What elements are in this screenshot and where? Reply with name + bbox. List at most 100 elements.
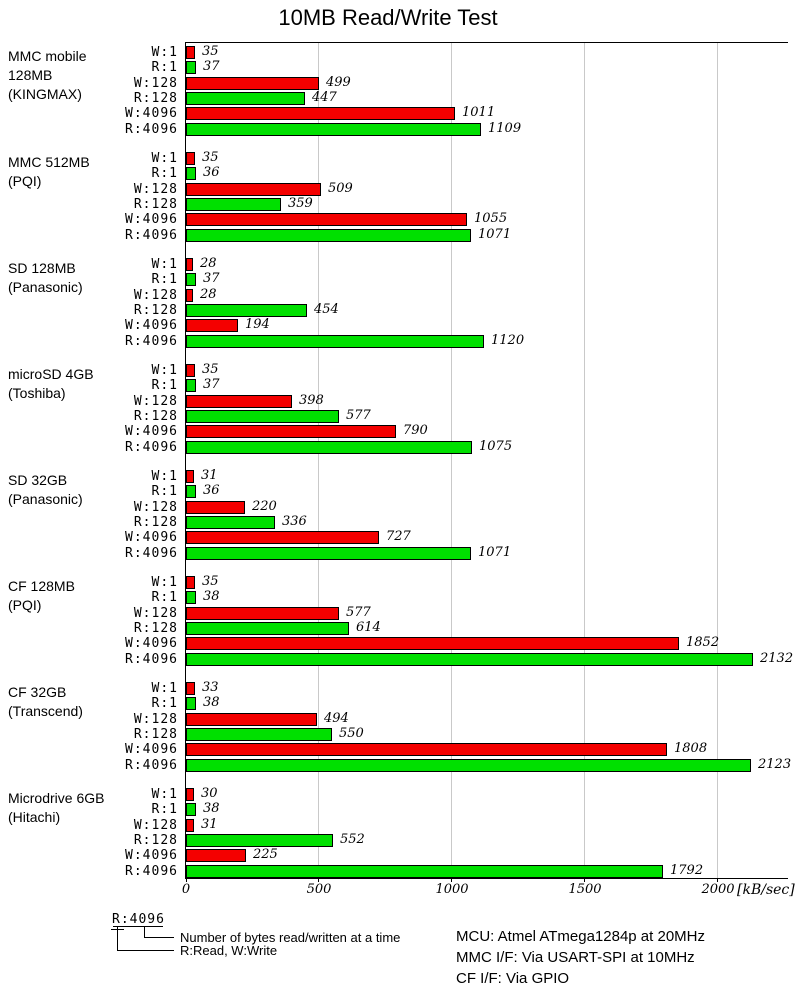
bar-value-label: 727 [386, 529, 411, 545]
read-bar [186, 652, 753, 666]
device-label: CF 128MB (PQI) [8, 577, 158, 615]
bar-value-label: 225 [253, 847, 278, 863]
write-bar [186, 576, 195, 589]
bar-row-label: W:1 [151, 257, 178, 272]
bar-value-label: 37 [203, 377, 220, 393]
read-bar [186, 864, 663, 878]
bar-value-label: 33 [202, 680, 219, 695]
write-bar [186, 788, 194, 801]
read-bar [186, 303, 307, 317]
device-label: MMC mobile 128MB (KINGMAX) [8, 47, 158, 104]
legend-connector-line [144, 937, 174, 938]
gridline [318, 43, 319, 878]
bar-row-label: W:1 [151, 469, 178, 484]
bar-row-label: R:4096 [125, 757, 178, 773]
bar-row-label: R:1 [151, 590, 178, 606]
x-axis-tick-label: 1500 [568, 882, 602, 897]
write-bar [186, 470, 194, 483]
bar-row-label: R:128 [133, 832, 178, 848]
gridline [584, 43, 585, 878]
bar-row-label: W:1 [151, 151, 178, 166]
gridline [451, 43, 452, 878]
device-label: Microdrive 6GB (Hitachi) [8, 789, 158, 827]
footnote-cf-interface: CF I/F: Via GPIO [456, 970, 570, 987]
plot-area: 35 37 499 447 1011 1109 35 36 509 359 1055 1071 28 37… [185, 42, 793, 882]
read-bar [186, 91, 305, 105]
bar-value-label: 1120 [491, 332, 525, 348]
bar-row-label: W:128 [133, 181, 178, 197]
bar-value-label: 577 [346, 407, 371, 423]
bar-row-label: W:128 [133, 499, 178, 515]
bar-value-label: 1071 [478, 226, 512, 242]
bar-value-label: 447 [312, 89, 337, 105]
bar-value-label: 38 [203, 801, 220, 817]
write-bar [186, 531, 379, 545]
write-bar [186, 425, 396, 439]
bar-row-label: R:4096 [125, 121, 178, 137]
x-axis-tick [186, 878, 187, 882]
bar-value-label: 336 [282, 513, 307, 529]
bar-value-label: 2123 [758, 756, 792, 772]
device-label-line: MMC mobile [8, 48, 87, 64]
legend-note-read-write: R:Read, W:Write [180, 943, 278, 958]
bar-row-label: R:1 [151, 272, 178, 288]
bar-value-label: 35 [202, 150, 219, 165]
read-bar [186, 167, 196, 181]
legend-example-label: R:4096 [112, 912, 165, 927]
bar-value-label: 36 [203, 483, 220, 499]
bar-value-label: 790 [403, 423, 428, 439]
read-bar [186, 440, 472, 454]
bar-row-label: W:1 [151, 363, 178, 378]
write-bar [186, 258, 193, 271]
bar-row-label: W:128 [133, 711, 178, 727]
bar-value-label: 454 [314, 301, 339, 317]
bar-row-label: R:128 [133, 408, 178, 424]
x-axis: 0 500 1000 1500 2000 [182, 882, 796, 898]
device-label-line: (Hitachi) [8, 809, 61, 825]
bar-row-label: R:128 [133, 90, 178, 106]
write-bar [186, 46, 195, 59]
write-bar [186, 743, 667, 757]
write-bar [186, 712, 317, 726]
device-label-line: CF 32GB [8, 684, 67, 700]
bar-value-label: 28 [200, 286, 217, 302]
read-bar [186, 727, 332, 741]
write-bar [186, 213, 467, 227]
bar-value-label: 1011 [462, 105, 496, 121]
bar-value-label: 38 [203, 695, 220, 711]
write-bar [186, 319, 238, 333]
bar-row-label: W:4096 [125, 636, 178, 652]
read-bar [186, 61, 196, 75]
write-bar [186, 606, 339, 620]
bar-row-label: R:4096 [125, 227, 178, 243]
bar-value-label: 35 [202, 362, 219, 377]
bar-value-label: 552 [340, 831, 365, 847]
device-label-line: CF 128MB [8, 578, 75, 594]
write-bar [186, 182, 321, 196]
write-bar [186, 364, 195, 377]
device-label-line: (Panasonic) [8, 279, 83, 295]
read-bar [186, 803, 196, 817]
device-label-line: MMC 512MB [8, 154, 90, 170]
x-axis-tick [584, 878, 585, 882]
write-bar [186, 818, 194, 832]
device-label-line: SD 32GB [8, 472, 68, 488]
bar-value-label: 1852 [686, 635, 720, 651]
bar-row-label: W:1 [151, 575, 178, 590]
x-axis-tick-label: 0 [181, 882, 191, 897]
bar-row-label: W:128 [133, 393, 178, 409]
read-bar [186, 379, 196, 393]
bar-value-label: 35 [202, 44, 219, 59]
bar-row-label: R:4096 [125, 333, 178, 349]
legend-connector-line [117, 950, 174, 951]
bar-row-label: W:1 [151, 787, 178, 802]
bar-row-label: W:1 [151, 45, 178, 60]
bar-row-label: W:128 [133, 287, 178, 303]
bar-value-label: 1109 [488, 120, 522, 136]
x-axis-tick-label: 2000 [701, 882, 735, 897]
bar-value-label: 1071 [478, 544, 512, 560]
read-bar [186, 758, 751, 772]
device-label-line: (PQI) [8, 597, 42, 613]
write-bar [186, 76, 319, 90]
